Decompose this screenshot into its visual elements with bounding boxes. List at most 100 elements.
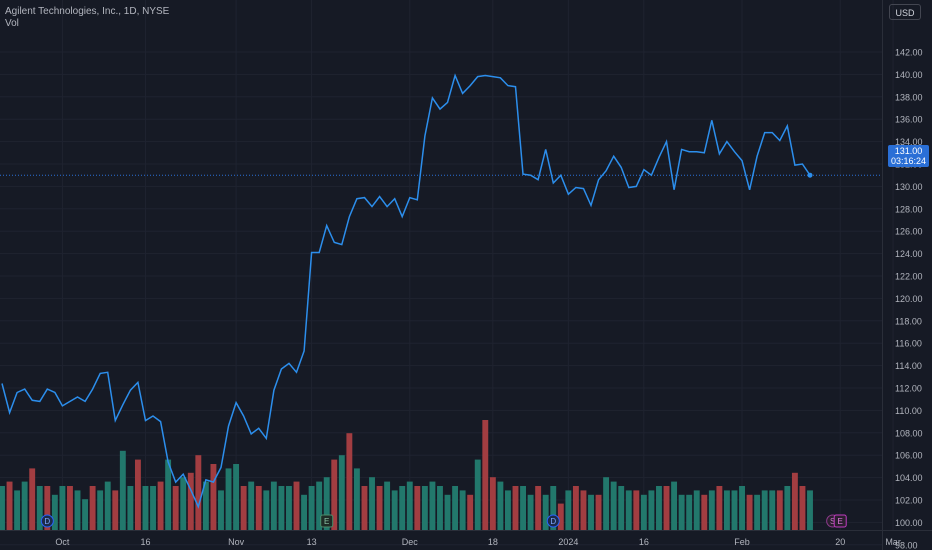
volume-bar [270, 481, 277, 530]
volume-bar [150, 486, 156, 530]
volume-bar [323, 477, 330, 530]
volume-bar [678, 494, 685, 530]
volume-bar [187, 472, 194, 530]
volume-bar [580, 490, 587, 530]
volume-bar [799, 486, 806, 530]
volume-bar [202, 481, 209, 530]
price-tick-label: 124.00 [895, 249, 923, 259]
volume-legend-label[interactable]: Vol [5, 18, 19, 29]
time-tick-label: 20 [835, 537, 845, 547]
earnings-marker[interactable]: E [320, 514, 334, 528]
volume-bar [240, 486, 247, 530]
volume-bars [0, 420, 813, 530]
volume-bar [233, 464, 240, 530]
volume-bar [716, 486, 723, 530]
volume-bar [134, 459, 141, 530]
volume-bar [452, 486, 459, 530]
volume-bar [172, 486, 179, 530]
price-tick-label: 114.00 [895, 361, 922, 371]
price-tick-label: 100.00 [895, 518, 923, 528]
volume-bar [437, 486, 443, 530]
marker-label: E [838, 517, 843, 526]
volume-bar [59, 486, 66, 530]
volume-bar [165, 459, 172, 530]
volume-bar [74, 490, 81, 530]
volume-bar [723, 490, 730, 530]
volume-bar [0, 486, 5, 530]
volume-bar [225, 468, 232, 530]
marker-shape [320, 514, 334, 528]
volume-bar [512, 486, 519, 530]
volume-bar [36, 486, 43, 530]
volume-bar [595, 494, 602, 530]
volume-bar [769, 490, 776, 530]
volume-bar [731, 490, 738, 530]
price-tick-label: 110.00 [895, 406, 922, 416]
time-tick-label: 16 [140, 537, 150, 547]
price-tick-label: 128.00 [895, 204, 923, 214]
time-axis[interactable]: Oct 16 Nov 13 Dec 18 2024 16 Feb 20 Mar [55, 537, 900, 547]
time-tick-label: Nov [228, 537, 245, 547]
volume-bar [263, 490, 270, 530]
volume-bar [686, 494, 693, 530]
symbol-title[interactable]: Agilent Technologies, Inc., 1D, NYSE [5, 6, 170, 17]
volume-bar [429, 481, 436, 530]
price-tick-label: 108.00 [895, 428, 923, 438]
price-tick-label: 130.00 [895, 182, 923, 192]
volume-bar [369, 477, 375, 530]
dividend-marker[interactable]: D [546, 514, 560, 528]
time-tick-label: Dec [402, 537, 419, 547]
price-axis[interactable]: 142.00140.00138.00136.00134.00132.00130.… [895, 48, 923, 550]
dividend-marker[interactable]: D [40, 514, 54, 528]
volume-bar [807, 490, 813, 530]
volume-bar [527, 494, 534, 530]
price-tick-label: 104.00 [895, 473, 923, 483]
price-tick-label: 122.00 [895, 272, 923, 282]
time-tick-label: 13 [307, 537, 317, 547]
volume-bar [67, 486, 73, 530]
volume-bar [278, 486, 285, 530]
volume-bar [414, 486, 421, 530]
volume-bar [338, 455, 345, 530]
volume-bar [648, 490, 655, 530]
volume-bar [112, 490, 119, 530]
currency-button[interactable]: USD [889, 4, 921, 20]
marker-label: D [44, 517, 50, 526]
volume-bar [542, 494, 549, 530]
earnings-upcoming-marker[interactable]: E [833, 514, 847, 528]
volume-bar [618, 486, 625, 530]
volume-bar [474, 459, 481, 530]
volume-bar [399, 486, 406, 530]
volume-bar [406, 481, 413, 530]
price-tick-label: 120.00 [895, 294, 923, 304]
volume-bar [444, 494, 451, 530]
volume-bar [82, 499, 89, 530]
volume-bar [51, 494, 58, 530]
volume-bar [157, 481, 164, 530]
volume-bar [391, 490, 398, 530]
bar-countdown: 03:16:24 [890, 156, 927, 166]
volume-bar [663, 486, 670, 530]
marker-shape [833, 514, 847, 528]
volume-bar [248, 481, 255, 530]
volume-bar [459, 490, 466, 530]
volume-bar [353, 468, 360, 530]
volume-bar [776, 490, 783, 530]
volume-bar [761, 490, 768, 530]
marker-shape [546, 514, 560, 528]
volume-bar [301, 494, 308, 530]
volume-bar [142, 486, 149, 530]
volume-bar [656, 486, 662, 530]
volume-bar [504, 490, 511, 530]
volume-bar [557, 503, 564, 530]
volume-bar [467, 494, 474, 530]
volume-bar [29, 468, 36, 530]
volume-bar [421, 486, 428, 530]
volume-bar [701, 494, 708, 530]
price-tick-label: 134.00 [895, 137, 923, 147]
price-tick-label: 102.00 [895, 496, 923, 506]
volume-bar [127, 486, 134, 530]
volume-bar [331, 459, 338, 530]
